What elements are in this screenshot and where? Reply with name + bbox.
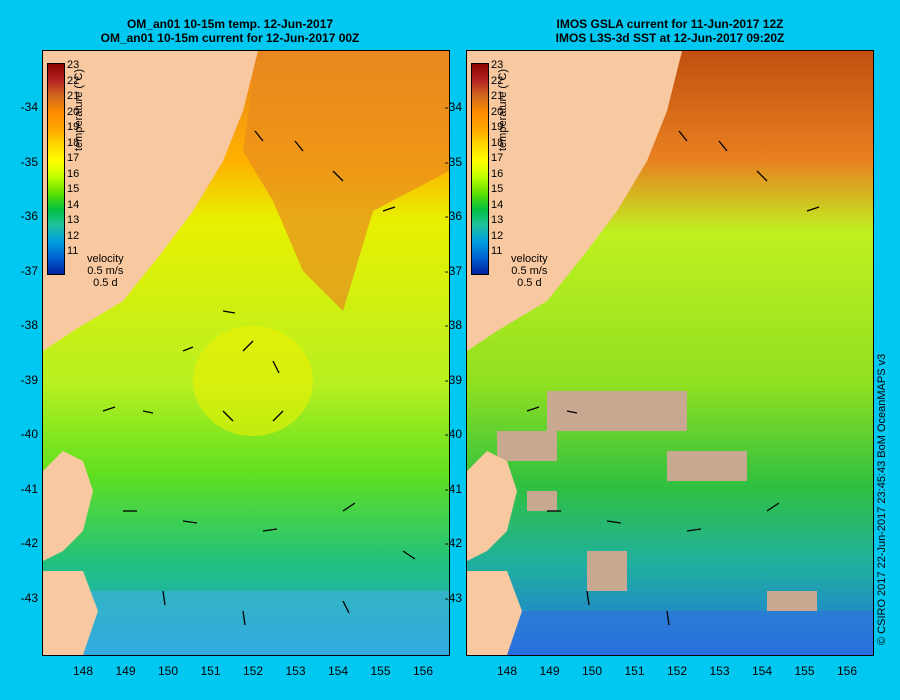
longitude-tick-label: 152	[242, 664, 264, 678]
colorbar-label: 13	[67, 214, 80, 226]
colorbar-label: 23	[67, 59, 80, 71]
colorbar-label: 18	[491, 136, 504, 149]
colorbar-label: 21	[491, 90, 504, 102]
left-colorbar	[47, 63, 65, 275]
latitude-tick-label: -42	[20, 536, 38, 550]
colorbar-label: 21	[67, 90, 80, 102]
latitude-tick-label: -41	[20, 481, 38, 496]
latitude-tick-label: -39	[444, 372, 462, 387]
right-panel-title: IMOS GSLA current for 11-Jun-2017 12Z IM…	[460, 17, 880, 45]
colorbar-label: 15	[67, 183, 80, 195]
colorbar-label: 11	[67, 245, 79, 257]
latitude-tick-label: -34	[444, 100, 462, 114]
colorbar-label: 14	[67, 198, 80, 211]
longitude-tick-label: 150	[581, 664, 603, 678]
latitude-tick-label: -43	[444, 590, 462, 605]
longitude-tick-label: 149	[115, 664, 136, 678]
longitude-tick-label: 153	[709, 664, 730, 678]
colorbar-label: 20	[67, 105, 80, 118]
longitude-tick-label: 151	[200, 664, 221, 678]
longitude-tick-label: 150	[157, 664, 179, 678]
longitude-tick-label: 148	[72, 664, 94, 678]
left-current-vectors	[102, 130, 416, 626]
colorbar-label: 17	[67, 152, 80, 164]
right-current-vectors	[526, 130, 820, 626]
colorbar-label: 20	[491, 105, 504, 118]
credit-line: © CSIRO 2017 22-Jun-2017 23:45:43 BoM Oc…	[876, 353, 888, 645]
colorbar-label: 16	[67, 167, 80, 180]
velocity-scale: 0.5 m/s	[87, 265, 124, 277]
latitude-tick-label: -43	[20, 590, 38, 605]
cloud-mask	[497, 391, 817, 611]
latitude-tick-label: -37	[20, 263, 38, 278]
longitude-tick-label: 155	[370, 664, 391, 678]
left-velocity-legend: velocity 0.5 m/s 0.5 d	[87, 253, 124, 289]
colorbar-label: 11	[491, 245, 503, 257]
colorbar-label: 18	[67, 136, 80, 149]
velocity-duration: 0.5 d	[517, 277, 542, 289]
longitude-tick-label: 148	[496, 664, 518, 678]
latitude-tick-label: -35	[20, 154, 38, 169]
latitude-tick-label: -34	[20, 100, 38, 114]
latitude-tick-label: -38	[20, 318, 38, 332]
latitude-tick-label: -41	[444, 481, 462, 496]
right-map-svg	[467, 51, 873, 655]
right-title-line2: IMOS L3S-3d SST at 12-Jun-2017 09:20Z	[555, 31, 785, 45]
velocity-title: velocity	[511, 253, 548, 265]
colorbar-label: 13	[491, 214, 504, 226]
left-panel-title: OM_an01 10-15m temp. 12-Jun-2017 OM_an01…	[20, 17, 440, 45]
longitude-tick-label: 155	[794, 664, 815, 678]
latitude-tick-label: -35	[444, 154, 462, 169]
left-title-line2: OM_an01 10-15m current for 12-Jun-2017 0…	[100, 31, 360, 45]
velocity-duration: 0.5 d	[93, 277, 118, 289]
colorbar-label: 19	[491, 121, 504, 133]
right-title-line1: IMOS GSLA current for 11-Jun-2017 12Z	[556, 17, 784, 31]
latitude-tick-label: -37	[444, 263, 462, 278]
longitude-tick-label: 154	[751, 664, 773, 678]
velocity-title: velocity	[87, 253, 124, 265]
left-map-panel[interactable]: temperature (°C) velocity 0.5 m/s 0.5 d …	[42, 50, 450, 656]
colorbar-label: 15	[491, 183, 504, 195]
latitude-tick-label: -39	[20, 372, 38, 387]
latitude-tick-label: -40	[20, 427, 38, 441]
longitude-tick-label: 151	[624, 664, 645, 678]
left-map-svg	[43, 51, 449, 655]
longitude-tick-label: 154	[327, 664, 349, 678]
colorbar-label: 22	[491, 74, 504, 87]
colorbar-label: 14	[491, 198, 504, 211]
latitude-tick-label: -38	[444, 318, 462, 332]
colorbar-label: 17	[491, 152, 504, 164]
colorbar-label: 16	[491, 167, 504, 180]
colorbar-label: 12	[491, 229, 504, 242]
longitude-tick-label: 156	[412, 664, 434, 678]
latitude-tick-label: -40	[444, 427, 462, 441]
longitude-tick-label: 156	[836, 664, 858, 678]
right-map-panel[interactable]: temperature (°C) velocity 0.5 m/s 0.5 d …	[466, 50, 874, 656]
latitude-tick-label: -36	[444, 209, 462, 223]
velocity-scale: 0.5 m/s	[511, 265, 548, 277]
latitude-tick-label: -42	[444, 536, 462, 550]
colorbar-label: 19	[67, 121, 80, 133]
colorbar-label: 22	[67, 74, 80, 87]
right-colorbar	[471, 63, 489, 275]
colorbar-label: 12	[67, 229, 80, 242]
colorbar-label: 23	[491, 59, 504, 71]
right-velocity-legend: velocity 0.5 m/s 0.5 d	[511, 253, 548, 289]
longitude-tick-label: 152	[666, 664, 688, 678]
latitude-tick-label: -36	[20, 209, 38, 223]
longitude-tick-label: 153	[285, 664, 306, 678]
longitude-tick-label: 149	[539, 664, 560, 678]
left-title-line1: OM_an01 10-15m temp. 12-Jun-2017	[126, 17, 334, 31]
